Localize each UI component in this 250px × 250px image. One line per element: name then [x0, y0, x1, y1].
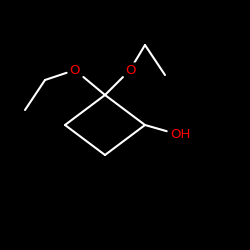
Text: OH: OH — [170, 128, 190, 141]
Text: O: O — [125, 64, 135, 76]
Text: O: O — [70, 64, 80, 76]
